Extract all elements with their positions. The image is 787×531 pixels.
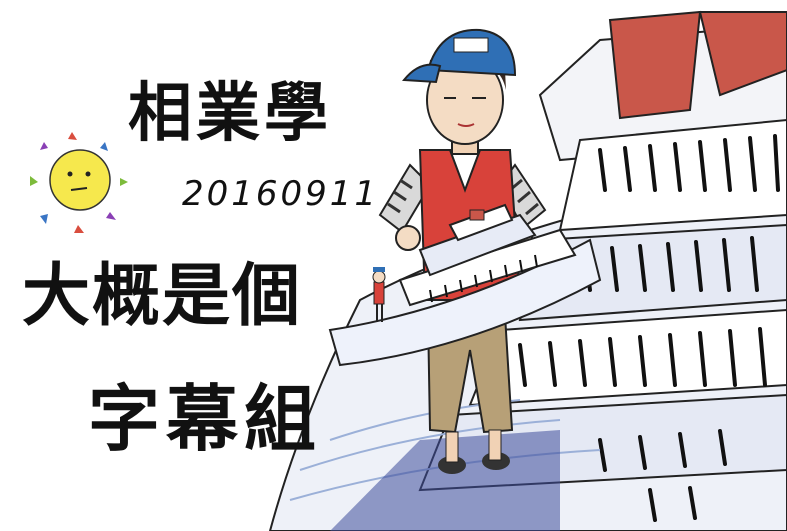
model-ship-illustration (328, 203, 602, 367)
title-line-2: 大概是個 (22, 256, 303, 336)
title-line-3: 字幕組 (88, 376, 323, 461)
title-line-1: 相業學 (128, 76, 332, 151)
date-label: 20160911 (182, 174, 380, 214)
smiley-sun-icon (30, 132, 128, 233)
